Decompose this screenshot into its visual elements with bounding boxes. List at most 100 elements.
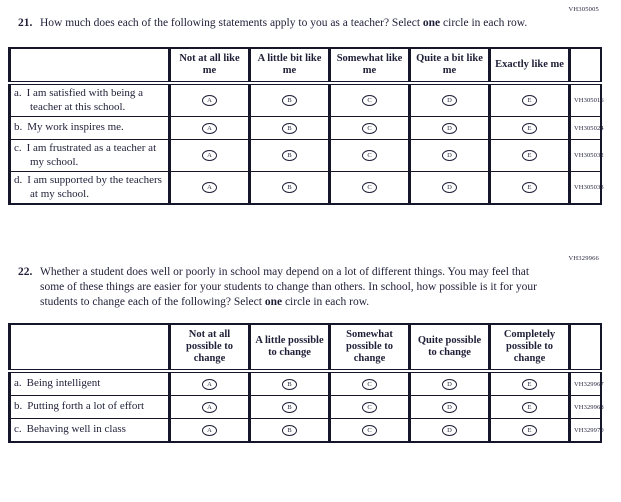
row-statement-cell: b. Putting forth a lot of effort	[8, 395, 170, 419]
question-22-number: 22.	[18, 266, 33, 278]
row-code: VH329967	[568, 370, 604, 396]
answer-bubble-b[interactable]: B	[282, 150, 297, 162]
question-22-answer-table: Not at all possible to change A little po…	[8, 323, 604, 443]
row-statement-text: Behaving well in class	[26, 423, 126, 436]
answer-bubble-d[interactable]: D	[442, 378, 457, 390]
table-row: a. Being intelligent A B C D E VH329967	[8, 370, 604, 396]
answer-bubble-c[interactable]: C	[362, 150, 377, 162]
question-21-number: 21.	[18, 17, 33, 29]
row-letter: a.	[14, 377, 22, 390]
row-statement: c. Behaving well in class	[14, 423, 165, 437]
question-21-text-before: How much does each of the following stat…	[40, 17, 423, 29]
question-22: 22. Whether a student does well or poorl…	[18, 265, 621, 310]
statement-column-header	[8, 47, 170, 85]
row-statement-cell: c. Behaving well in class	[8, 418, 170, 443]
answer-option-cell: C	[328, 139, 410, 172]
row-statement-text: I am frustrated as a teacher at my schoo…	[26, 142, 157, 168]
answer-option-cell: E	[488, 395, 570, 419]
row-code: VH305033	[568, 171, 604, 205]
answer-bubble-d[interactable]: D	[442, 401, 457, 413]
answer-option-cell: E	[488, 116, 570, 140]
answer-bubble-c[interactable]: C	[362, 378, 377, 390]
column-header: A little bit like me	[248, 47, 330, 85]
answer-option-cell: C	[328, 116, 410, 140]
answer-bubble-b[interactable]: B	[282, 182, 297, 194]
column-header: Not at all like me	[168, 47, 250, 85]
answer-bubble-d[interactable]: D	[442, 95, 457, 107]
answer-option-cell: D	[408, 82, 490, 117]
answer-option-cell: B	[248, 82, 330, 117]
answer-bubble-c[interactable]: C	[362, 401, 377, 413]
answer-bubble-a[interactable]: A	[202, 95, 217, 107]
answer-bubble-e[interactable]: E	[522, 95, 537, 107]
row-statement-cell: d. I am supported by the teachers at my s…	[8, 171, 170, 205]
row-statement: d. I am supported by the teachers at my s…	[14, 174, 165, 201]
answer-bubble-e[interactable]: E	[522, 378, 537, 390]
answer-bubble-e[interactable]: E	[522, 150, 537, 162]
question-22-text-bold: one	[264, 296, 283, 308]
code-column-header	[568, 323, 601, 373]
answer-bubble-a[interactable]: A	[202, 378, 217, 390]
answer-option-cell: A	[168, 395, 250, 419]
question-22-text-after: circle in each row.	[282, 296, 370, 308]
answer-option-cell: D	[408, 139, 490, 172]
answer-bubble-d[interactable]: D	[442, 424, 457, 436]
answer-bubble-b[interactable]: B	[282, 122, 297, 134]
answer-option-cell: A	[168, 116, 250, 140]
answer-option-cell: C	[328, 171, 410, 205]
table-row: c. Behaving well in class A B C D E VH329970	[8, 418, 604, 443]
row-statement-cell: b. My work inspires me.	[8, 116, 170, 140]
row-statement-text: I am satisfied with being a teacher at t…	[26, 87, 144, 113]
answer-option-cell: A	[168, 139, 250, 172]
row-letter: a.	[14, 87, 22, 99]
table-row: a. I am satisfied with being a teacher at…	[8, 82, 604, 117]
row-code: VH305024	[568, 116, 604, 140]
row-code: VH329968	[568, 395, 604, 419]
answer-option-cell: B	[248, 370, 330, 396]
answer-bubble-b[interactable]: B	[282, 401, 297, 413]
answer-bubble-d[interactable]: D	[442, 122, 457, 134]
answer-bubble-c[interactable]: C	[362, 122, 377, 134]
answer-bubble-a[interactable]: A	[202, 182, 217, 194]
answer-bubble-b[interactable]: B	[282, 378, 297, 390]
answer-bubble-a[interactable]: A	[202, 122, 217, 134]
table-row: d. I am supported by the teachers at my s…	[8, 171, 604, 205]
answer-option-cell: B	[248, 116, 330, 140]
answer-option-cell: B	[248, 171, 330, 205]
answer-bubble-e[interactable]: E	[522, 122, 537, 134]
answer-bubble-b[interactable]: B	[282, 424, 297, 436]
answer-option-cell: C	[328, 370, 410, 396]
answer-bubble-e[interactable]: E	[522, 424, 537, 436]
row-letter: d.	[14, 174, 23, 186]
row-statement: a. Being intelligent	[14, 377, 165, 391]
answer-bubble-c[interactable]: C	[362, 95, 377, 107]
answer-bubble-c[interactable]: C	[362, 424, 377, 436]
question-21-text: How much does each of the following stat…	[40, 16, 556, 31]
row-letter: c.	[14, 142, 22, 154]
answer-option-cell: E	[488, 171, 570, 205]
answer-option-cell: C	[328, 418, 410, 443]
answer-bubble-d[interactable]: D	[442, 182, 457, 194]
answer-bubble-c[interactable]: C	[362, 182, 377, 194]
row-code: VH329970	[568, 418, 604, 443]
row-letter: b.	[14, 121, 23, 134]
column-header: A little possible to change	[248, 323, 330, 373]
answer-bubble-a[interactable]: A	[202, 401, 217, 413]
question-22-text-before: Whether a student does well or poorly in…	[40, 266, 537, 308]
answer-option-cell: E	[488, 139, 570, 172]
row-statement: b. My work inspires me.	[14, 121, 165, 135]
answer-bubble-a[interactable]: A	[202, 150, 217, 162]
answer-bubble-e[interactable]: E	[522, 401, 537, 413]
row-letter: b.	[14, 400, 23, 413]
row-statement-text: I am supported by the teachers at my sch…	[27, 174, 162, 200]
column-header: Quite a bit like me	[408, 47, 490, 85]
answer-bubble-e[interactable]: E	[522, 182, 537, 194]
row-code: VH305016	[568, 82, 604, 117]
answer-bubble-a[interactable]: A	[202, 424, 217, 436]
answer-bubble-b[interactable]: B	[282, 95, 297, 107]
answer-bubble-d[interactable]: D	[442, 150, 457, 162]
row-letter: c.	[14, 423, 22, 436]
question-22-accession-code: VH329966	[568, 255, 599, 262]
answer-option-cell: E	[488, 418, 570, 443]
row-statement-text: Putting forth a lot of effort	[27, 400, 145, 413]
